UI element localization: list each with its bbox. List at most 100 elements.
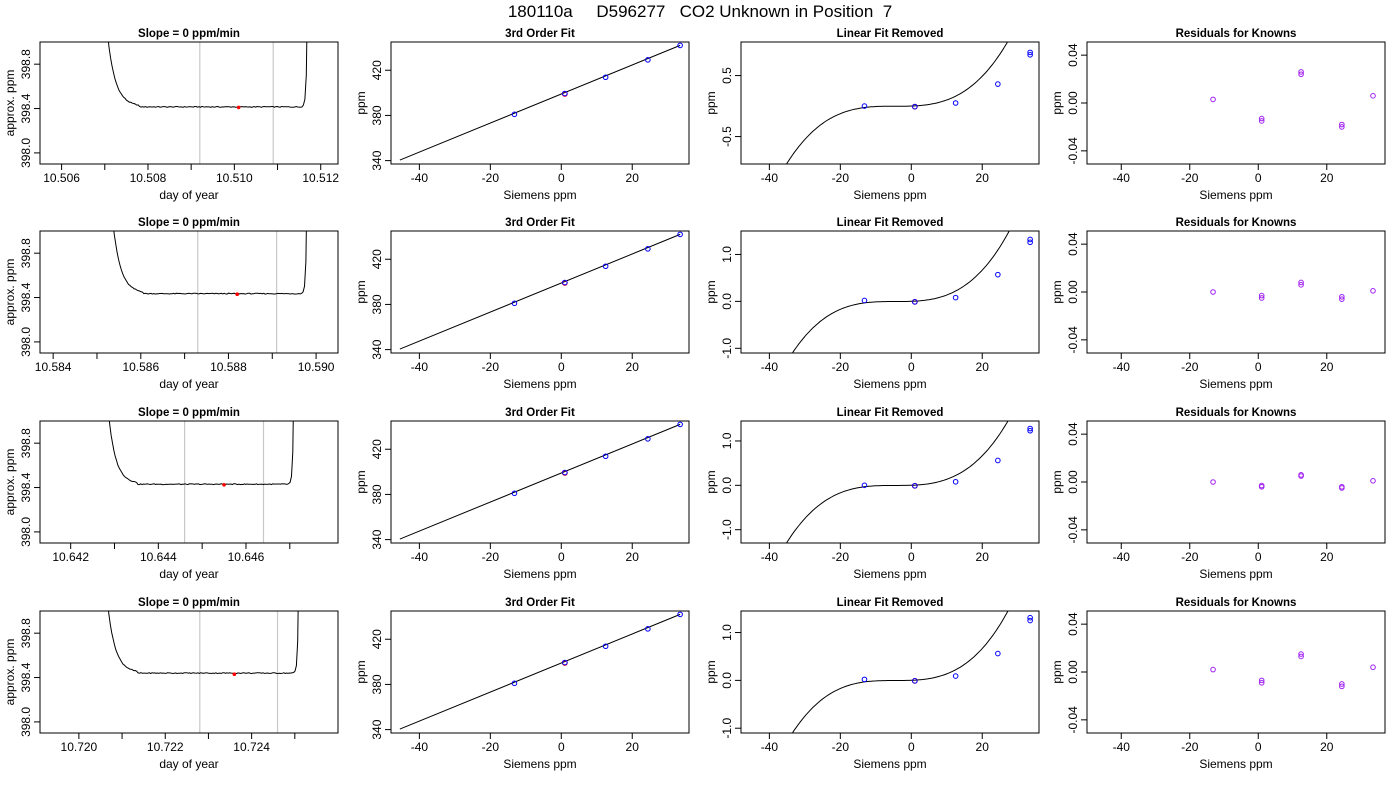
plot-data (107, 42, 308, 164)
x-tick-label: 0 (1255, 740, 1262, 754)
panel-resid_curve-row3: Linear Fit Removed Siemens ppm ppm -40 -20 0 2… (704, 407, 1040, 581)
known-point (562, 279, 568, 286)
residual-point (1339, 485, 1345, 491)
known-point (912, 678, 918, 684)
panel-residuals-row4: Residuals for Knowns Siemens ppm ppm -40 -20… (1050, 597, 1386, 771)
known-point (645, 57, 651, 63)
plot-data (1210, 651, 1376, 690)
plot-frame (390, 41, 690, 165)
plot-data (399, 42, 683, 161)
x-tick-label: 10.586 (122, 360, 159, 374)
residual-point (1298, 472, 1304, 478)
y-tick-label: 0.0 (720, 672, 734, 689)
x-tick-label: -40 (411, 171, 429, 185)
plot-data (1210, 69, 1376, 130)
known-point (861, 103, 868, 109)
mean-point (236, 105, 241, 110)
x-tick-label: -40 (761, 360, 779, 374)
fit-line (399, 44, 681, 161)
known-point (1027, 49, 1033, 56)
y-axis-label: ppm (354, 91, 368, 114)
x-tick-label: 20 (976, 550, 990, 564)
x-tick-label: 0 (558, 360, 565, 374)
residual-point (1370, 93, 1376, 99)
x-tick-label: -40 (761, 550, 779, 564)
panel-resid_curve-row2: Linear Fit Removed Siemens ppm ppm -40 -20 0 2… (704, 217, 1040, 391)
residual-point (1339, 296, 1345, 302)
y-tick-label: 398.4 (19, 93, 33, 123)
y-tick-label: 0.5 (720, 67, 734, 84)
panel-trace-row1: Slope = 0 ppm/min day of year approx. ppm 1… (3, 28, 339, 202)
x-tick-label: 0 (558, 550, 565, 564)
known-point (861, 676, 868, 683)
x-tick-label: 10.512 (302, 171, 339, 185)
mean-point (235, 292, 240, 297)
x-tick-label: 0 (908, 740, 915, 754)
y-tick-label: 398.0 (19, 707, 33, 737)
y-axis-label: ppm (1050, 91, 1064, 114)
y-axis-label: approx. ppm (3, 70, 17, 137)
known-point (602, 643, 609, 650)
residual-point (1370, 478, 1376, 484)
x-axis-label: day of year (159, 188, 218, 202)
residual-point (1370, 288, 1376, 294)
sample-trace-line (108, 421, 294, 486)
x-tick-label: 20 (1320, 740, 1334, 754)
plot-frame (740, 610, 1040, 734)
panel-fit-row3: 3rd Order Fit Siemens ppm ppm -40 -20 0 20 340 3… (354, 407, 690, 581)
x-tick-label: -40 (1113, 171, 1131, 185)
plot-data (108, 611, 299, 733)
plot-frame (39, 41, 339, 165)
y-tick-label: 398.8 (19, 618, 33, 648)
x-tick-label: 0 (1255, 171, 1262, 185)
y-tick-label: 1.0 (720, 432, 734, 449)
known-point (1027, 427, 1033, 434)
y-tick-label: 340 (370, 339, 384, 359)
x-axis-label: Siemens ppm (853, 377, 926, 391)
known-point (952, 294, 959, 301)
x-tick-label: -40 (761, 171, 779, 185)
panel-fit-row2: 3rd Order Fit Siemens ppm ppm -40 -20 0 20 340 3… (354, 217, 690, 391)
x-tick-label: 10.506 (43, 171, 80, 185)
y-tick-label: 1.0 (720, 624, 734, 641)
known-point (602, 453, 609, 460)
sample-trace-line (108, 611, 299, 675)
panel-resid_curve-row4: Linear Fit Removed Siemens ppm ppm -40 -20 0 2… (704, 597, 1040, 771)
y-axis-label: ppm (704, 470, 718, 493)
fit-line (399, 233, 681, 350)
x-tick-label: -20 (1181, 740, 1199, 754)
sample-trace-line (107, 42, 308, 108)
panel-title: Slope = 0 ppm/min (138, 217, 240, 229)
known-point (952, 478, 959, 485)
y-tick-label: -0.04 (1066, 706, 1080, 734)
residual-point (1258, 679, 1265, 686)
known-point (602, 263, 609, 270)
known-point (952, 100, 959, 106)
x-axis-label: day of year (159, 567, 218, 581)
y-tick-label: -1.0 (720, 519, 734, 540)
x-tick-label: -40 (411, 740, 429, 754)
known-point (511, 300, 518, 307)
y-tick-label: 0.00 (1066, 660, 1080, 684)
x-tick-label: 20 (626, 550, 640, 564)
mean-point (222, 482, 226, 487)
x-tick-label: 20 (1320, 360, 1334, 374)
x-axis-label: Siemens ppm (853, 757, 926, 771)
y-tick-label: 398.8 (19, 49, 33, 79)
x-axis-label: Siemens ppm (503, 188, 576, 202)
y-tick-label: -0.04 (1066, 137, 1080, 165)
x-tick-label: -20 (1181, 550, 1199, 564)
residual-point (1258, 115, 1265, 122)
y-axis-label: ppm (1050, 470, 1064, 493)
known-point (511, 680, 518, 687)
plot-data (791, 611, 1033, 733)
residual-curve (791, 231, 1010, 353)
residual-point (1370, 664, 1376, 671)
known-point (1027, 425, 1033, 432)
x-axis-label: Siemens ppm (1199, 188, 1272, 202)
y-tick-label: 0.00 (1066, 280, 1080, 304)
x-tick-label: -20 (832, 740, 850, 754)
x-tick-label: 0 (908, 550, 915, 564)
y-tick-label: -0.04 (1066, 326, 1080, 354)
